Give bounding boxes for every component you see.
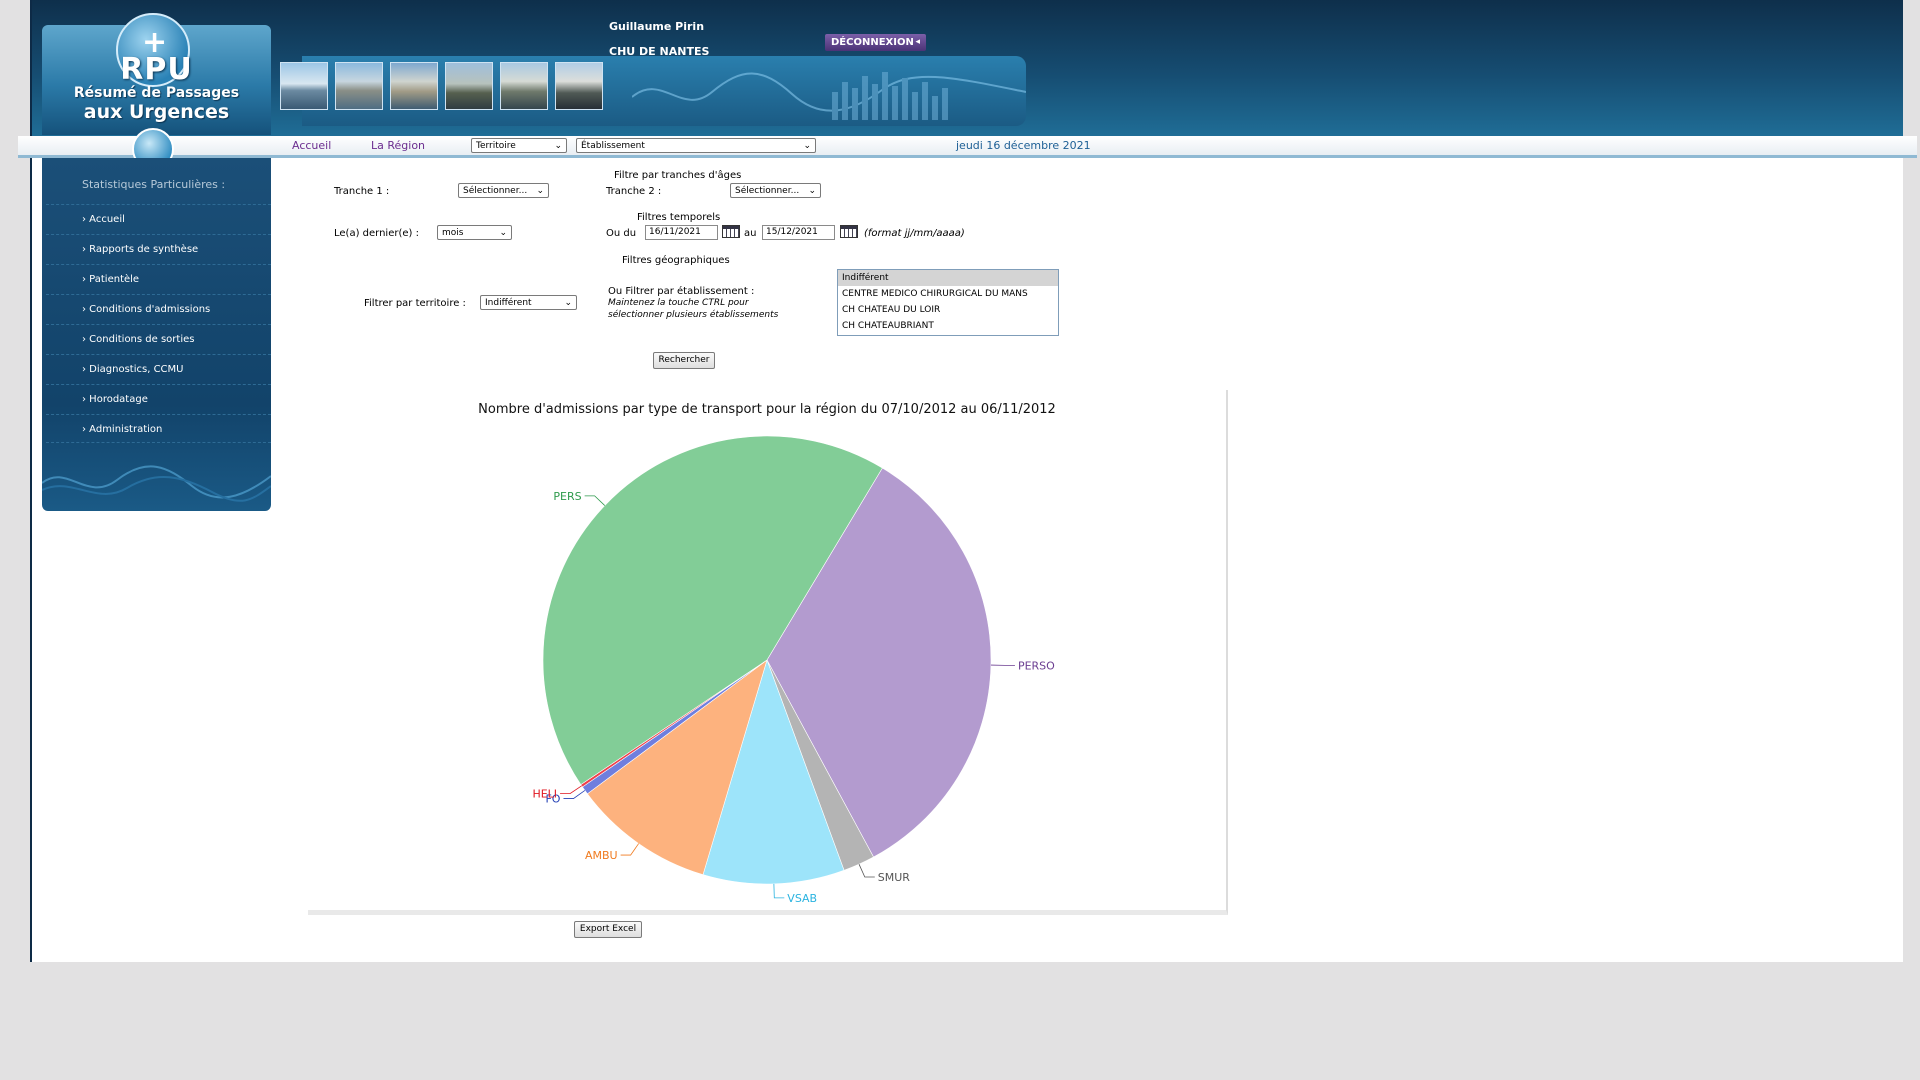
last-period-label: Le(a) dernier(e) : bbox=[334, 228, 419, 239]
slice-label-fo: FO bbox=[545, 793, 560, 806]
etab-hint-line1: Maintenez la touche CTRL pour bbox=[608, 298, 749, 308]
sidebar-item-rapports[interactable]: › Rapports de synthèse bbox=[46, 234, 271, 263]
pie-slice-vsab[interactable] bbox=[702, 659, 845, 885]
etab-option[interactable]: CH CHATEAU DU LOIR bbox=[842, 305, 941, 315]
chevron-down-icon: ⌄ bbox=[499, 228, 507, 238]
last-period-select-value: mois bbox=[442, 228, 464, 238]
label-connector-heli bbox=[560, 785, 582, 795]
hospital-name: CHU DE NANTES bbox=[609, 45, 710, 58]
logout-button[interactable]: DÉCONNEXION ◂ bbox=[825, 34, 926, 51]
sidebar-item-accueil[interactable]: › Accueil bbox=[46, 204, 271, 233]
etablissement-select-value: Établissement bbox=[581, 141, 645, 151]
user-name: Guillaume Pirin bbox=[609, 20, 705, 33]
tranche1-select[interactable]: Sélectionner... ⌄ bbox=[458, 183, 549, 198]
calendar-icon[interactable] bbox=[840, 225, 858, 238]
tranche2-select[interactable]: Sélectionner... ⌄ bbox=[730, 183, 821, 198]
logo-panel: + RPU Résumé de Passages aux Urgences bbox=[42, 13, 271, 135]
label-connector-vsab bbox=[773, 883, 785, 899]
sidebar-item-diagnostics[interactable]: › Diagnostics, CCMU bbox=[46, 354, 271, 383]
city-photo-6 bbox=[555, 62, 603, 110]
current-date: jeudi 16 décembre 2021 bbox=[956, 139, 1091, 152]
calendar-icon[interactable] bbox=[722, 225, 740, 238]
logo-line-2: aux Urgences bbox=[83, 101, 230, 123]
age-filter-heading: Filtre par tranches d'âges bbox=[614, 170, 742, 181]
label-connector-smur bbox=[858, 864, 875, 878]
territoire-filter-label: Filtrer par territoire : bbox=[364, 298, 466, 309]
sidebar-item-horodatage[interactable]: › Horodatage bbox=[46, 384, 271, 413]
city-photo-4 bbox=[445, 62, 493, 110]
header-wave-decoration bbox=[632, 72, 1026, 120]
slice-label-ambu: AMBU bbox=[585, 849, 618, 862]
chevron-down-icon: ⌄ bbox=[536, 186, 544, 196]
last-period-select[interactable]: mois ⌄ bbox=[437, 225, 512, 240]
sidebar-title: Statistiques Particulières : bbox=[82, 178, 226, 191]
label-connector-ambu bbox=[620, 843, 639, 856]
city-photo-3 bbox=[390, 62, 438, 110]
city-photo-5 bbox=[500, 62, 548, 110]
pie-slice-ambu[interactable] bbox=[586, 659, 768, 876]
date-format-hint: (format jj/mm/aaaa) bbox=[864, 228, 965, 239]
sidebar-item-sorties[interactable]: › Conditions de sorties bbox=[46, 324, 271, 353]
label-connector-pers bbox=[584, 495, 606, 506]
etablissement-select[interactable]: Établissement ⌄ bbox=[576, 138, 816, 153]
territoire-filter-select[interactable]: Indifférent ⌄ bbox=[480, 295, 577, 310]
territoire-select[interactable]: Territoire ⌄ bbox=[471, 138, 567, 153]
chart-panel: Nombre d'admissions par type de transpor… bbox=[308, 390, 1228, 915]
logout-arrow-icon: ◂ bbox=[915, 37, 920, 47]
etab-option[interactable]: CH CHATEAUBRIANT bbox=[842, 321, 934, 331]
slice-label-perso: PERSO bbox=[1018, 659, 1055, 672]
tranche1-select-value: Sélectionner... bbox=[463, 186, 528, 196]
sidebar-item-patientele[interactable]: › Patientèle bbox=[46, 264, 271, 293]
etab-filter-label: Ou Filtrer par établissement : bbox=[608, 286, 755, 297]
slice-label-pers: PERS bbox=[553, 490, 581, 503]
header-banner: Guillaume Pirin CHU DE NANTES DÉCONNEXIO… bbox=[32, 0, 1903, 136]
slice-label-vsab: VSAB bbox=[787, 892, 817, 905]
date-to-label: au bbox=[744, 228, 757, 239]
chevron-down-icon: ⌄ bbox=[564, 298, 572, 308]
city-photo-2 bbox=[335, 62, 383, 110]
search-button[interactable]: Rechercher bbox=[653, 352, 715, 369]
tranche1-label: Tranche 1 : bbox=[334, 186, 390, 197]
chevron-down-icon: ⌄ bbox=[554, 141, 562, 151]
tranche2-select-value: Sélectionner... bbox=[735, 186, 800, 196]
date-to-input[interactable]: 15/12/2021 bbox=[762, 225, 835, 240]
logo: RPU Résumé de Passages aux Urgences bbox=[42, 52, 271, 123]
sidebar-item-administration[interactable]: › Administration bbox=[46, 414, 271, 443]
logout-label: DÉCONNEXION bbox=[831, 37, 914, 48]
etab-option[interactable]: CENTRE MEDICO CHIRURGICAL DU MANS bbox=[842, 289, 1028, 299]
etab-option[interactable]: Indifférent bbox=[838, 270, 1058, 286]
geo-filter-heading: Filtres géographiques bbox=[622, 255, 730, 266]
nav-link-accueil[interactable]: Accueil bbox=[292, 139, 332, 152]
etablissement-listbox[interactable]: Indifférent CENTRE MEDICO CHIRURGICAL DU… bbox=[837, 269, 1059, 336]
tranche2-label: Tranche 2 : bbox=[606, 186, 662, 197]
territoire-select-value: Territoire bbox=[476, 141, 516, 151]
medical-cross-logo-icon: + bbox=[116, 13, 190, 87]
logo-abbr: RPU bbox=[120, 52, 193, 87]
territoire-filter-select-value: Indifférent bbox=[485, 298, 532, 308]
app-window: Guillaume Pirin CHU DE NANTES DÉCONNEXIO… bbox=[18, 0, 1917, 962]
etab-hint-line2: sélectionner plusieurs établissements bbox=[608, 310, 779, 320]
chevron-down-icon: ⌄ bbox=[808, 186, 816, 196]
pie-slice-pers[interactable] bbox=[542, 435, 883, 786]
date-from-input[interactable]: 16/11/2021 bbox=[645, 225, 718, 240]
chevron-down-icon: ⌄ bbox=[803, 141, 811, 151]
date-from-label: Ou du bbox=[606, 228, 637, 239]
nav-bar: Accueil La Région Territoire ⌄ Établisse… bbox=[18, 136, 1917, 158]
sidebar-wave-decoration bbox=[42, 465, 271, 502]
sidebar: Statistiques Particulières : › Accueil ›… bbox=[42, 158, 271, 511]
sidebar-item-admissions[interactable]: › Conditions d'admissions bbox=[46, 294, 271, 323]
city-photo-1 bbox=[280, 62, 328, 110]
slice-label-heli: HELI bbox=[532, 788, 557, 801]
slice-label-smur: SMUR bbox=[878, 871, 911, 884]
time-filter-heading: Filtres temporels bbox=[637, 212, 721, 223]
chart-title: Nombre d'admissions par type de transpor… bbox=[478, 402, 1056, 417]
label-connector-fo bbox=[563, 790, 586, 799]
logo-line-1: Résumé de Passages bbox=[73, 85, 240, 101]
nav-link-region[interactable]: La Région bbox=[371, 139, 426, 152]
export-excel-button[interactable]: Export Excel bbox=[574, 921, 642, 938]
